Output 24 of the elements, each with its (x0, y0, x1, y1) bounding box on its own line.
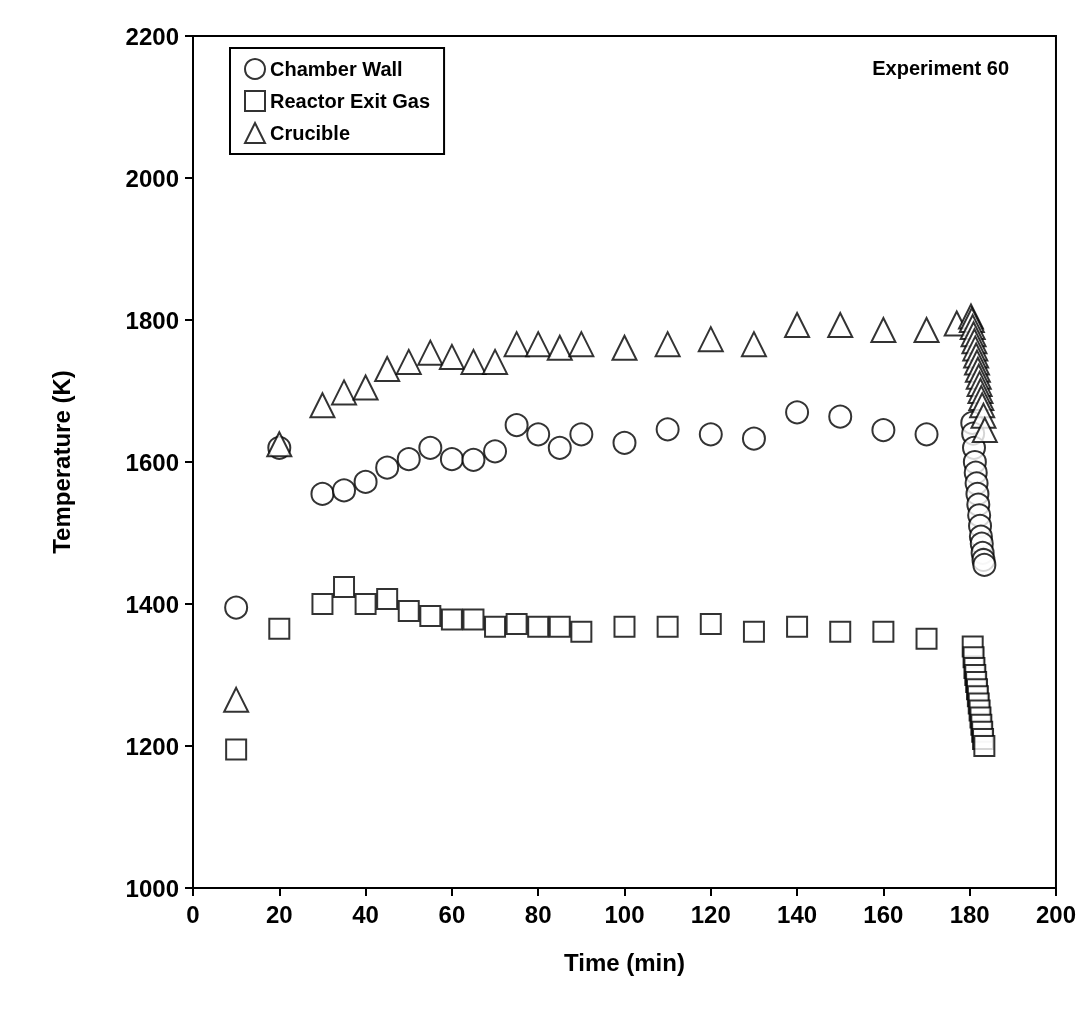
y-tick-label: 1000 (125, 874, 179, 902)
x-tick-label: 80 (524, 900, 552, 928)
y-tick-label: 1400 (125, 590, 179, 618)
y-tick-label: 1200 (125, 732, 179, 760)
x-tick-label: 140 (777, 900, 818, 928)
y-tick-label: 1600 (125, 448, 179, 476)
legend-label: Chamber Wall (270, 58, 403, 80)
x-tick-label: 0 (186, 900, 200, 928)
legend-label: Reactor Exit Gas (270, 90, 431, 112)
x-tick-label: 180 (949, 900, 990, 928)
x-tick-label: 20 (265, 900, 293, 928)
x-tick-label: 100 (604, 900, 645, 928)
y-tick-label: 2000 (125, 164, 179, 192)
x-tick-label: 120 (690, 900, 731, 928)
x-tick-label: 40 (352, 900, 379, 928)
y-tick-label: 2200 (125, 22, 179, 50)
annotation: Experiment 60 (872, 57, 1010, 79)
x-tick-label: 160 (863, 900, 904, 928)
y-axis-title: Temperature (K) (47, 370, 75, 554)
y-tick-label: 1800 (125, 306, 179, 334)
x-tick-label: 200 (1035, 900, 1076, 928)
x-tick-label: 60 (438, 900, 466, 928)
legend-label: Crucible (270, 122, 351, 144)
x-axis-title: Time (min) (564, 948, 685, 976)
